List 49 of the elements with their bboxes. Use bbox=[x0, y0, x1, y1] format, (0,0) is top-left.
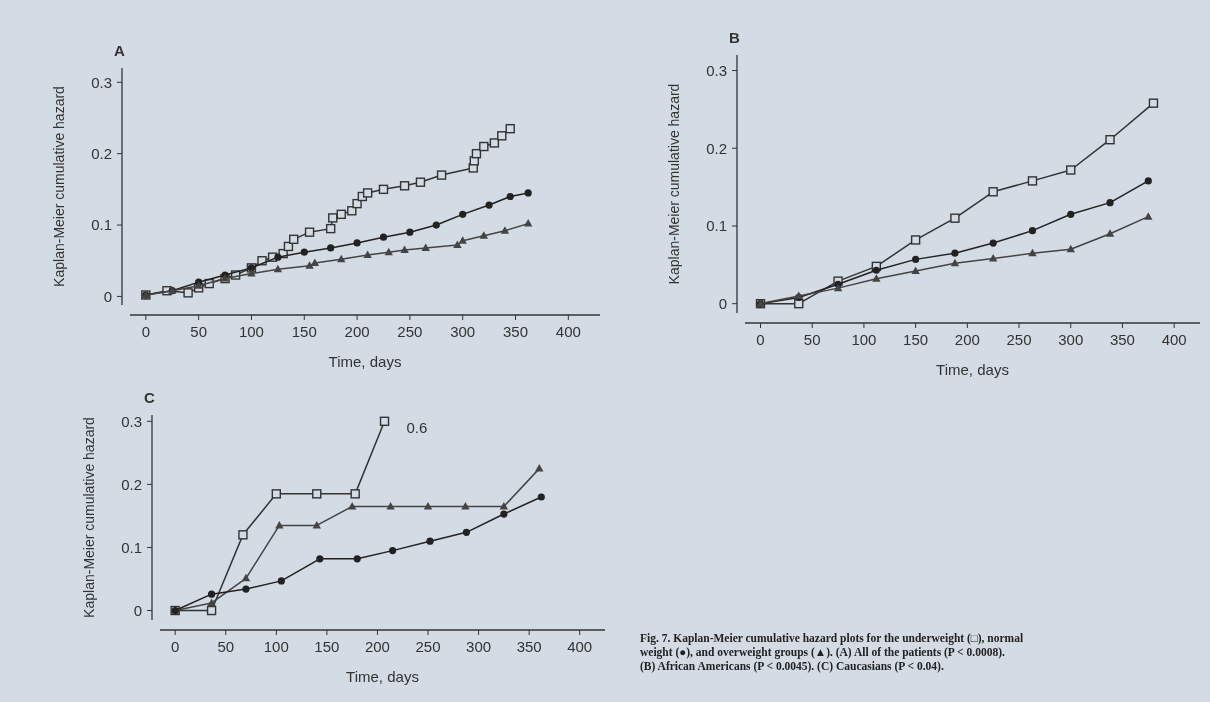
x-tick-label: 400 bbox=[567, 638, 593, 655]
x-axis-title: Time, days bbox=[328, 353, 402, 370]
x-tick-label: 150 bbox=[291, 323, 317, 340]
y-tick-label: 0.3 bbox=[91, 73, 112, 91]
x-tick-label: 100 bbox=[851, 331, 877, 348]
y-axis-title: Kaplan-Meier cumulative hazard bbox=[51, 86, 67, 287]
y-tick-label: 0.2 bbox=[121, 475, 142, 493]
x-axis-title: Time, days bbox=[936, 361, 1009, 378]
x-tick-label: 100 bbox=[238, 323, 264, 340]
x-tick-label: 200 bbox=[954, 331, 980, 348]
y-tick-label: 0.3 bbox=[706, 61, 727, 79]
y-tick-label: 0 bbox=[133, 601, 142, 619]
y-tick-label: 0 bbox=[103, 287, 112, 305]
x-axis-title: Time, days bbox=[346, 668, 419, 685]
y-axis-title: Kaplan-Meier cumulative hazard bbox=[666, 83, 682, 285]
y-tick-label: 0.1 bbox=[91, 216, 112, 234]
x-tick-label: 200 bbox=[364, 638, 390, 655]
x-tick-label: 150 bbox=[903, 331, 929, 348]
y-tick-label: 0.1 bbox=[121, 538, 142, 556]
x-tick-label: 300 bbox=[1058, 331, 1084, 348]
x-tick-label: 150 bbox=[314, 638, 340, 655]
x-tick-label: 50 bbox=[190, 323, 207, 340]
y-tick-label: 0.1 bbox=[706, 217, 727, 235]
x-tick-label: 250 bbox=[397, 323, 423, 340]
x-tick-label: 350 bbox=[516, 638, 542, 655]
x-tick-label: 0 bbox=[171, 638, 180, 655]
x-tick-label: 350 bbox=[1109, 331, 1135, 348]
x-tick-label: 200 bbox=[344, 323, 370, 340]
x-tick-label: 300 bbox=[450, 323, 476, 340]
y-axis-title: Kaplan-Meier cumulative hazard bbox=[81, 417, 97, 618]
caption: Fig. 7. Kaplan-Meier cumulative hazard plots for the underweight (□), normal weight (●), and overweight groups (▲). (A) All of the patients (P < 0.0008). (B) African Americans (P < 0.0045). (C) Caucasians (P < 0.04). bbox=[640, 632, 1024, 673]
y-tick-label: 0.2 bbox=[91, 144, 112, 162]
y-tick-label: 0.2 bbox=[706, 139, 727, 157]
x-tick-label: 400 bbox=[555, 323, 581, 340]
x-tick-label: 350 bbox=[502, 323, 529, 340]
chart-title: B bbox=[729, 29, 740, 46]
x-tick-label: 250 bbox=[1006, 331, 1032, 348]
x-tick-label: 100 bbox=[263, 638, 289, 655]
y-tick-label: 0.3 bbox=[121, 412, 142, 430]
chart-title: A bbox=[114, 42, 125, 59]
x-tick-label: 50 bbox=[803, 331, 821, 348]
x-tick-label: 50 bbox=[217, 638, 235, 655]
x-tick-label: 0 bbox=[756, 331, 765, 348]
annotation: 0.6 bbox=[406, 419, 428, 437]
chart-title: C bbox=[144, 389, 155, 406]
y-tick-label: 0 bbox=[718, 294, 727, 312]
x-tick-label: 250 bbox=[415, 638, 441, 655]
x-tick-label: 300 bbox=[466, 638, 492, 655]
x-tick-label: 400 bbox=[1161, 331, 1187, 348]
